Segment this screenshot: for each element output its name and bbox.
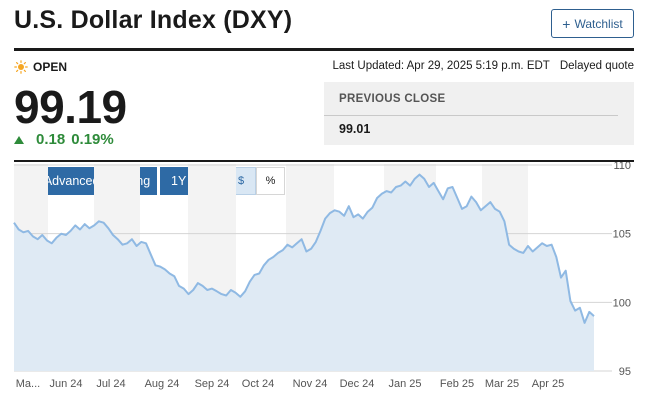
chart-area-fill [14,174,594,371]
x-tick-label: Ma... [16,378,40,390]
x-tick-label: Jun 24 [49,378,82,390]
x-tick-label: Apr 25 [532,378,564,390]
percent-view-toggle[interactable]: % [256,167,285,195]
x-tick-label: Dec 24 [340,378,375,390]
market-status: OPEN [14,60,67,74]
last-updated-text: Last Updated: Apr 29, 2025 5:19 p.m. EDT [332,60,550,72]
x-axis-labels: Ma... Jun 24 Jul 24 Aug 24 Sep 24 Oct 24 Nov 2… [16,378,564,390]
y-tick-label: 105 [613,229,631,241]
x-tick-label: Aug 24 [145,378,180,390]
y-tick-label: 95 [619,366,631,378]
price-chart[interactable]: 110 105 100 95 Ma... Jun 24 Jul 24 Aug 24 Sep 2… [0,162,650,403]
previous-close-divider [324,115,618,116]
y-tick-label: 110 [613,162,631,172]
chart-price-line [13,173,595,324]
x-tick-label: Jan 25 [388,378,421,390]
page-title: U.S. Dollar Index (DXY) [14,6,293,34]
status-label: OPEN [33,60,68,74]
x-tick-label: Oct 24 [242,378,274,390]
plus-icon: + [562,15,571,32]
change-value: 0.18 [36,131,66,148]
section-divider [14,160,634,162]
x-tick-label: Mar 25 [485,378,519,390]
current-price: 99.19 [14,81,127,133]
add-to-watchlist-button[interactable]: + Watchlist [551,9,634,38]
up-arrow-icon [14,135,24,144]
x-tick-label: Jul 24 [96,378,125,390]
change-percent: 0.19% [71,131,114,148]
previous-close-panel: PREVIOUS CLOSE 99.01 [324,82,634,145]
time-range-label: 1Y [171,174,187,188]
price-change: 0.18 0.19% [14,131,114,148]
last-updated: Last Updated: Apr 29, 2025 5:19 p.m. EDT… [332,60,634,72]
watchlist-label: Watchlist [574,16,623,31]
x-tick-label: Feb 25 [440,378,474,390]
x-tick-label: Nov 24 [293,378,328,390]
y-tick-label: 100 [613,297,631,309]
sun-icon [14,60,28,74]
y-axis-labels: 110 105 100 95 [613,162,631,378]
header-divider [14,48,634,51]
previous-close-label: PREVIOUS CLOSE [339,93,446,105]
x-tick-label: Sep 24 [195,378,230,390]
previous-close-value: 99.01 [339,122,371,136]
delay-note: Delayed quote [559,60,634,72]
